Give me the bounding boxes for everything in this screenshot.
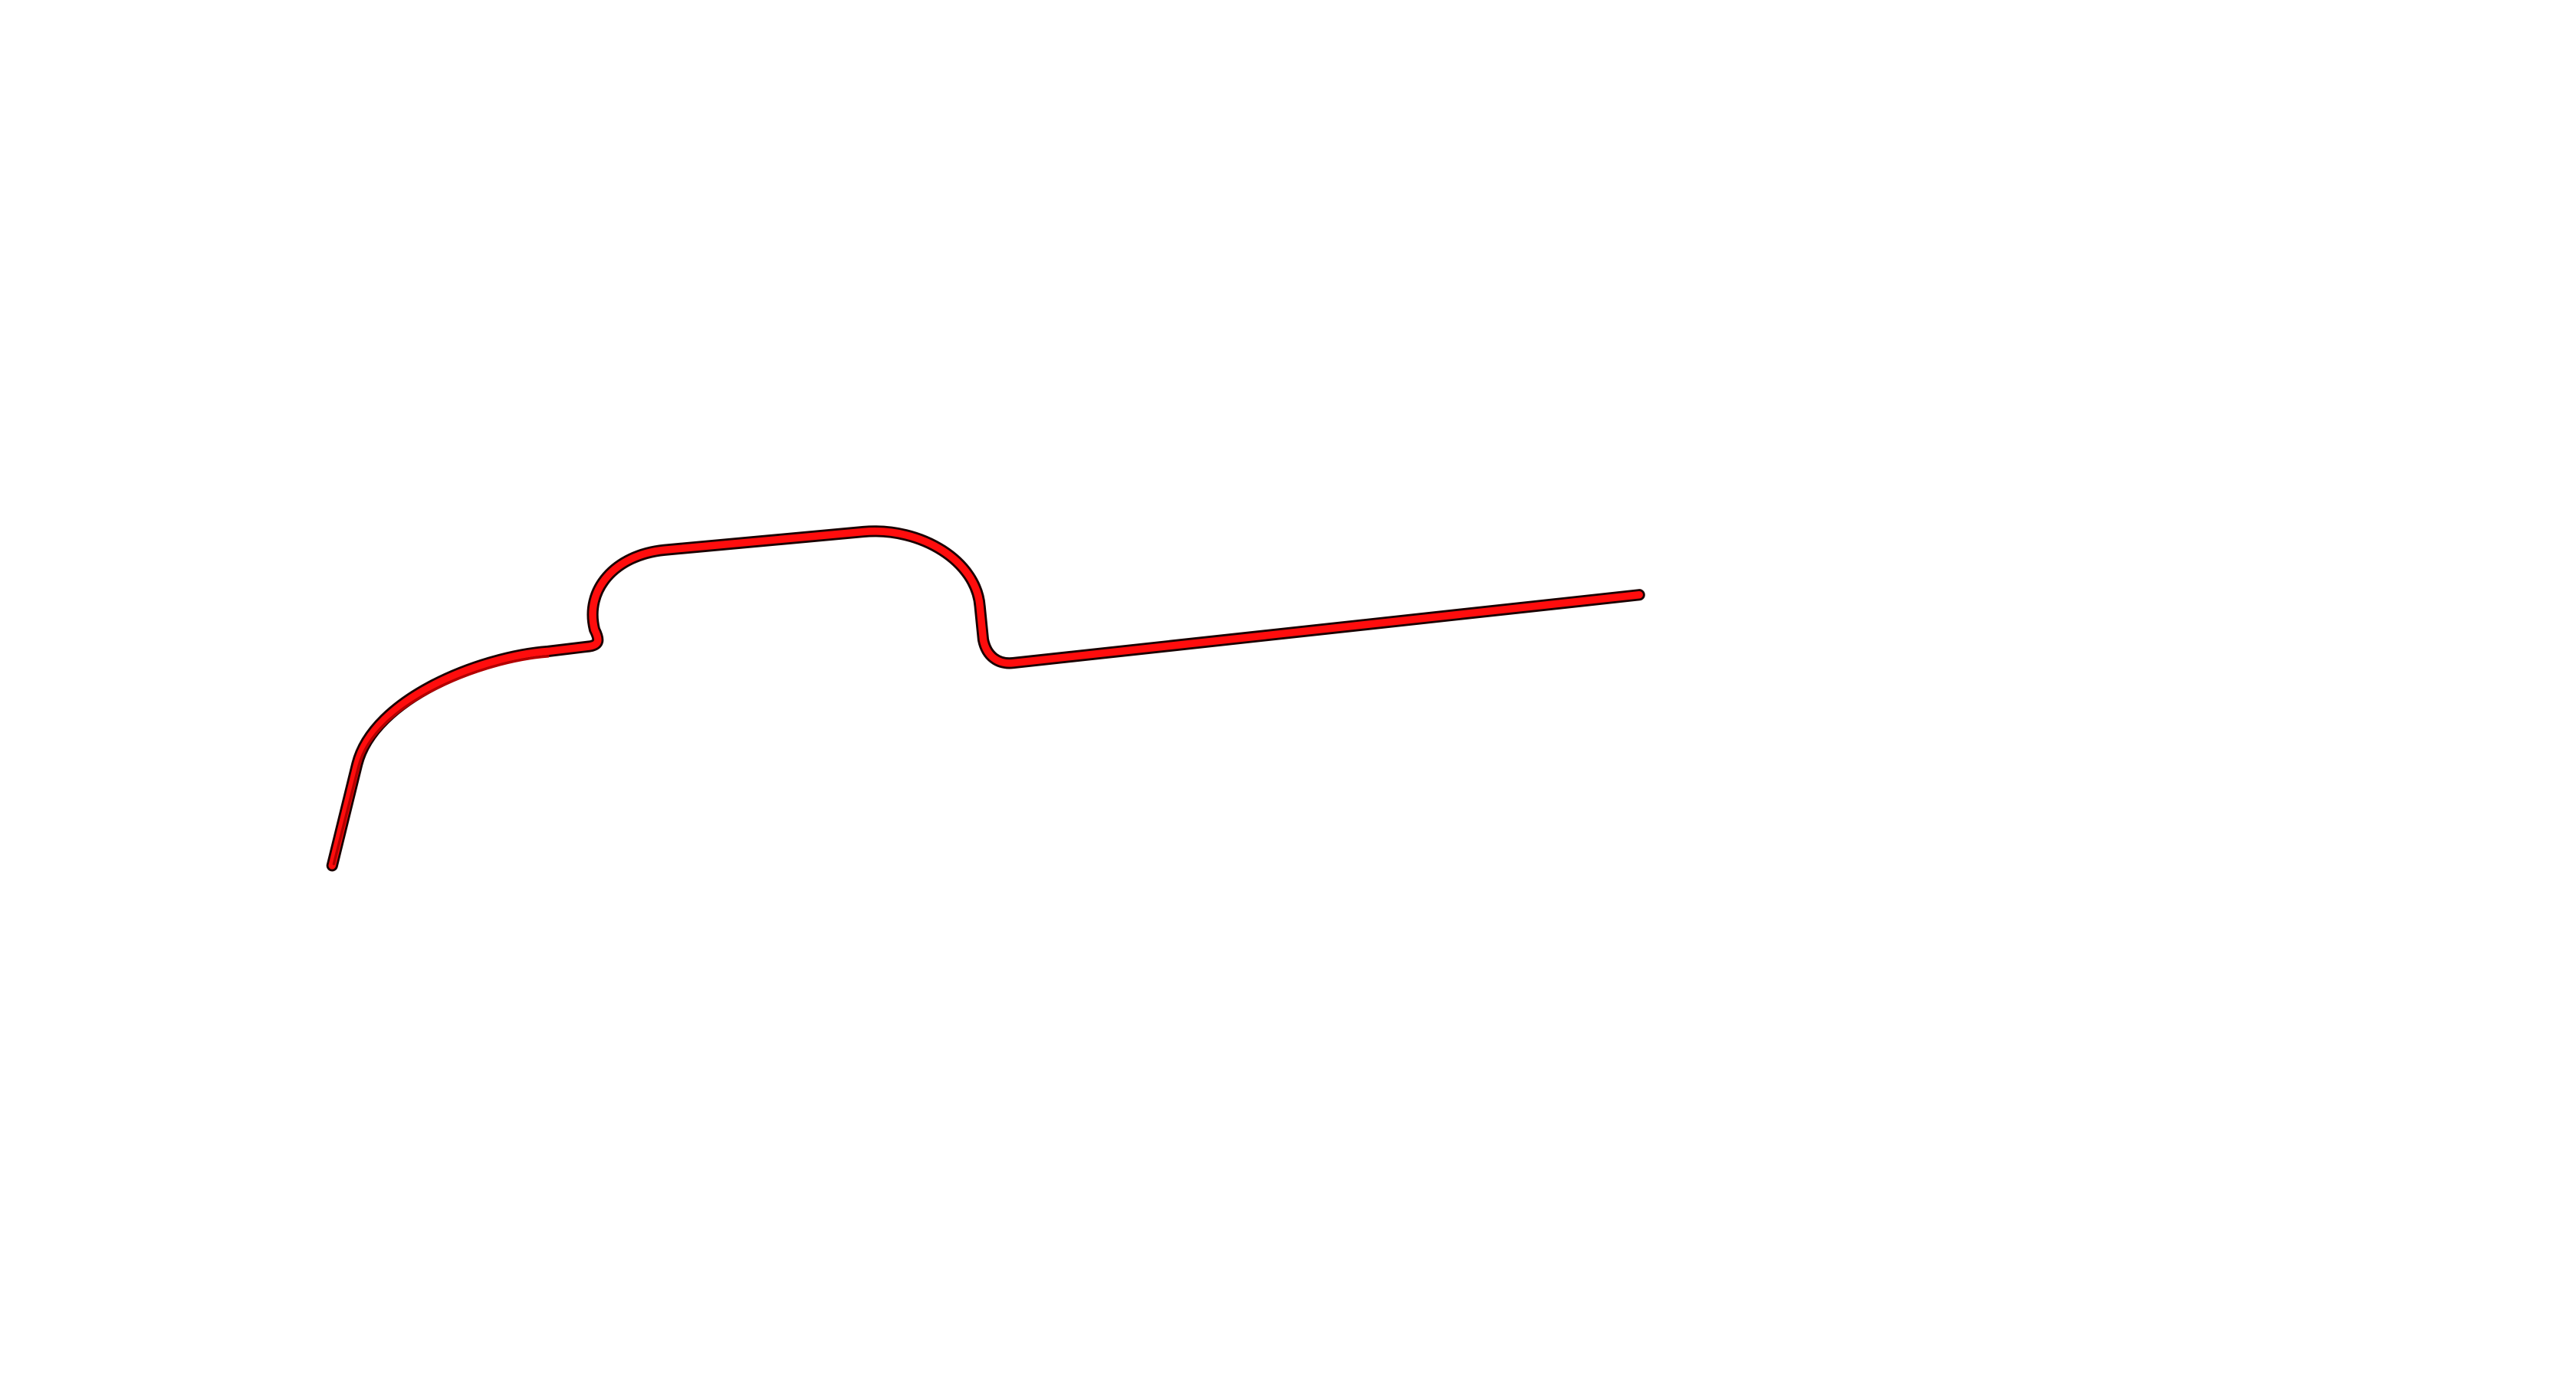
wire-body	[328, 528, 1643, 870]
wire-shade	[332, 655, 550, 866]
wire	[326, 525, 1645, 872]
